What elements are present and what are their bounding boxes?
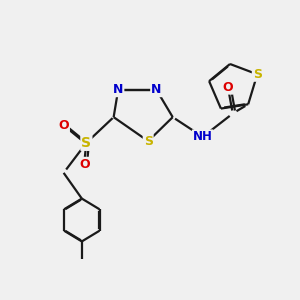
Text: S: S [144, 135, 153, 148]
Text: O: O [79, 158, 90, 171]
Text: S: S [253, 68, 262, 81]
Text: O: O [58, 119, 69, 132]
Text: N: N [151, 83, 162, 96]
Text: O: O [222, 81, 232, 94]
Text: N: N [113, 83, 123, 96]
Text: S: S [81, 136, 92, 150]
Text: NH: NH [193, 130, 213, 143]
